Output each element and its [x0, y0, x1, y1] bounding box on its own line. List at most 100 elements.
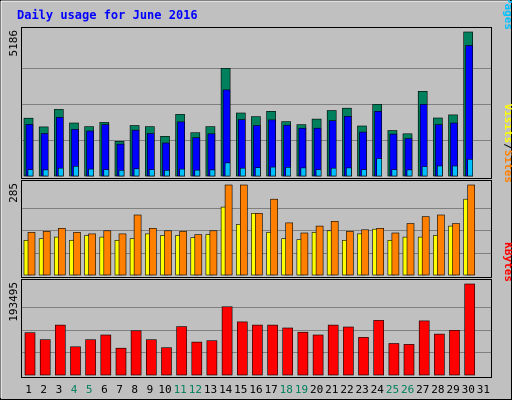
bar-pages-day-2 [42, 169, 49, 177]
legend-item: / [502, 143, 512, 150]
bar-sites-day-19 [300, 232, 309, 276]
bar-kbytes-day-24 [373, 320, 385, 376]
day-label-14: 14 [219, 383, 233, 396]
bar-kbytes-day-20 [312, 334, 324, 376]
bar-files-day-1 [25, 124, 34, 177]
bar-kbytes-day-17 [267, 324, 278, 376]
bar-kbytes-day-9 [146, 339, 157, 376]
bar-pages-day-20 [315, 169, 322, 177]
bar-pages-day-30 [467, 159, 474, 177]
bar-files-day-20 [313, 127, 322, 177]
bar-files-day-22 [344, 116, 352, 177]
day-label-26: 26 [401, 383, 414, 396]
bar-files-day-6 [101, 124, 110, 177]
bar-sites-day-4 [73, 232, 81, 276]
bar-sites-day-17 [270, 198, 278, 276]
panel-kbytes: 193495 KBytes [7, 242, 512, 378]
bar-sites-day-2 [42, 231, 51, 276]
bar-files-day-11 [177, 121, 185, 177]
bar-files-day-3 [55, 117, 64, 177]
day-label-25: 25 [386, 383, 399, 396]
day-label-27: 27 [416, 383, 429, 396]
bar-kbytes-day-19 [297, 331, 309, 376]
day-label-4: 4 [71, 383, 78, 396]
chart-title: Daily usage for June 2016 [17, 8, 198, 22]
bar-pages-day-6 [103, 169, 110, 177]
bar-pages-day-1 [27, 169, 34, 177]
bar-pages-day-24 [376, 158, 383, 177]
bar-kbytes-day-14 [221, 306, 233, 376]
bar-pages-day-28 [437, 165, 443, 177]
bar-pages-day-3 [57, 167, 64, 177]
day-label-3: 3 [56, 383, 63, 396]
bar-kbytes-day-22 [343, 326, 354, 376]
bar-sites-day-30 [467, 184, 476, 276]
bar-kbytes-day-4 [70, 346, 81, 376]
bar-pages-day-12 [194, 169, 201, 177]
bar-kbytes-day-18 [282, 327, 294, 376]
day-label-13: 13 [204, 383, 217, 396]
legend-item: Sites [502, 150, 512, 183]
bar-sites-day-9 [149, 228, 157, 276]
bar-pages-day-17 [270, 166, 276, 177]
bar-pages-day-5 [88, 168, 94, 177]
day-label-15: 15 [234, 383, 247, 396]
legend-item: KBytes [502, 242, 512, 282]
bar-kbytes-day-11 [176, 326, 187, 376]
day-label-31: 31 [477, 383, 490, 396]
day-label-28: 28 [431, 383, 444, 396]
day-label-5: 5 [86, 383, 93, 396]
day-label-16: 16 [249, 383, 262, 396]
bar-sites-day-6 [103, 230, 112, 276]
bar-kbytes-day-27 [418, 320, 430, 376]
panel-sites_visits: 285 Visits/Sites [7, 104, 512, 278]
bar-kbytes-day-1 [24, 332, 36, 376]
bar-sites-day-18 [285, 222, 294, 276]
legend-item: Pages [502, 0, 512, 30]
bar-kbytes-day-16 [252, 324, 263, 376]
bar-kbytes-day-30 [464, 283, 476, 376]
bar-pages-day-11 [179, 168, 185, 177]
bar-kbytes-day-28 [434, 333, 445, 376]
bar-pages-day-14 [224, 162, 231, 177]
bar-sites-day-15 [240, 184, 248, 276]
day-label-2: 2 [40, 383, 47, 396]
bar-sites-day-12 [194, 234, 203, 276]
bar-sites-day-21 [330, 221, 339, 276]
bar-pages-day-19 [300, 167, 307, 177]
bar-sites-day-25 [391, 232, 400, 276]
bar-pages-day-26 [406, 169, 413, 177]
bar-sites-day-20 [315, 225, 324, 276]
day-label-29: 29 [446, 383, 459, 396]
day-label-21: 21 [325, 383, 338, 396]
bar-sites-day-5 [88, 233, 96, 276]
bar-sites-day-29 [452, 223, 460, 276]
day-label-6: 6 [101, 383, 108, 396]
bar-kbytes-day-15 [237, 321, 248, 376]
panel-hits_files_pages: 5186 Hits/Files/Pages [7, 0, 512, 179]
bar-files-day-21 [328, 120, 337, 177]
day-label-19: 19 [295, 383, 308, 396]
day-label-7: 7 [116, 383, 123, 396]
bar-sites-day-16 [255, 213, 263, 276]
bar-sites-day-14 [224, 184, 233, 276]
bar-kbytes-day-2 [39, 339, 51, 376]
day-label-20: 20 [310, 383, 323, 396]
bar-kbytes-day-13 [206, 340, 218, 376]
bar-kbytes-day-7 [115, 347, 127, 376]
bar-pages-day-27 [421, 166, 428, 177]
bar-sites-day-13 [209, 230, 218, 276]
panel-hits_files_pages-max-label: 5186 [7, 30, 20, 57]
bar-kbytes-day-21 [327, 324, 339, 376]
bar-sites-day-22 [346, 231, 354, 276]
bar-files-day-15 [238, 119, 246, 177]
bar-kbytes-day-26 [403, 344, 415, 376]
panel-sites_visits-max-label: 285 [7, 183, 20, 203]
day-label-1: 1 [25, 383, 32, 396]
bar-pages-day-15 [240, 167, 246, 177]
bar-pages-day-7 [118, 170, 125, 177]
bar-pages-day-25 [391, 169, 398, 177]
bar-sites-day-8 [133, 214, 142, 276]
